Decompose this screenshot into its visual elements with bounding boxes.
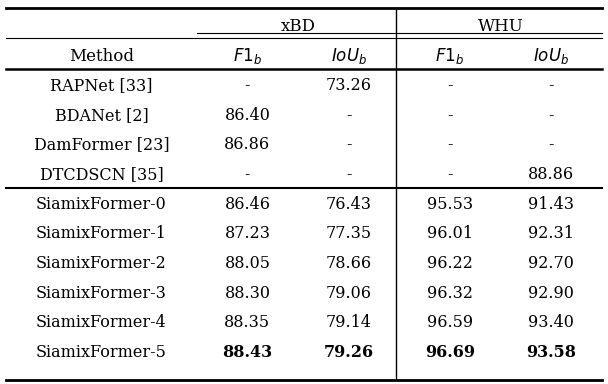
Text: -: -	[244, 166, 250, 183]
Text: -: -	[447, 107, 453, 124]
Text: WHU: WHU	[478, 18, 523, 35]
Text: SiamixFormer-5: SiamixFormer-5	[36, 344, 167, 361]
Text: Method: Method	[69, 48, 134, 65]
Text: $IoU_b$: $IoU_b$	[331, 46, 367, 66]
Text: -: -	[548, 107, 554, 124]
Text: 76.43: 76.43	[326, 196, 371, 213]
Text: -: -	[346, 107, 351, 124]
Text: 96.32: 96.32	[427, 285, 473, 302]
Text: 95.53: 95.53	[427, 196, 473, 213]
Text: -: -	[447, 166, 453, 183]
Text: -: -	[548, 136, 554, 154]
Text: -: -	[346, 136, 351, 154]
Text: RAPNet [33]: RAPNet [33]	[50, 77, 153, 94]
Text: xBD: xBD	[280, 18, 316, 35]
Text: -: -	[447, 136, 453, 154]
Text: 88.05: 88.05	[224, 255, 271, 272]
Text: BDANet [2]: BDANet [2]	[55, 107, 148, 124]
Text: 91.43: 91.43	[528, 196, 575, 213]
Text: DTCDSCN [35]: DTCDSCN [35]	[40, 166, 164, 183]
Text: -: -	[447, 77, 453, 94]
Text: 93.58: 93.58	[527, 344, 576, 361]
Text: SiamixFormer-3: SiamixFormer-3	[36, 285, 167, 302]
Text: SiamixFormer-1: SiamixFormer-1	[36, 225, 167, 242]
Text: $F1_b$: $F1_b$	[233, 46, 262, 66]
Text: 86.86: 86.86	[224, 136, 271, 154]
Text: 79.26: 79.26	[323, 344, 374, 361]
Text: 88.30: 88.30	[224, 285, 271, 302]
Text: 92.70: 92.70	[528, 255, 574, 272]
Text: 73.26: 73.26	[326, 77, 371, 94]
Text: 86.46: 86.46	[224, 196, 271, 213]
Text: 96.69: 96.69	[425, 344, 475, 361]
Text: SiamixFormer-0: SiamixFormer-0	[36, 196, 167, 213]
Text: 88.43: 88.43	[223, 344, 272, 361]
Text: 88.35: 88.35	[224, 314, 271, 331]
Text: $F1_b$: $F1_b$	[435, 46, 465, 66]
Text: 96.59: 96.59	[427, 314, 473, 331]
Text: DamFormer [23]: DamFormer [23]	[33, 136, 169, 154]
Text: 79.06: 79.06	[326, 285, 371, 302]
Text: 96.01: 96.01	[427, 225, 473, 242]
Text: 78.66: 78.66	[326, 255, 371, 272]
Text: 77.35: 77.35	[326, 225, 371, 242]
Text: 88.86: 88.86	[528, 166, 575, 183]
Text: 92.31: 92.31	[528, 225, 575, 242]
Text: SiamixFormer-4: SiamixFormer-4	[36, 314, 167, 331]
Text: -: -	[548, 77, 554, 94]
Text: SiamixFormer-2: SiamixFormer-2	[36, 255, 167, 272]
Text: 96.22: 96.22	[427, 255, 473, 272]
Text: 86.40: 86.40	[224, 107, 271, 124]
Text: 93.40: 93.40	[528, 314, 574, 331]
Text: 87.23: 87.23	[224, 225, 271, 242]
Text: 92.90: 92.90	[528, 285, 574, 302]
Text: $IoU_b$: $IoU_b$	[533, 46, 569, 66]
Text: -: -	[346, 166, 351, 183]
Text: 79.14: 79.14	[326, 314, 371, 331]
Text: -: -	[244, 77, 250, 94]
